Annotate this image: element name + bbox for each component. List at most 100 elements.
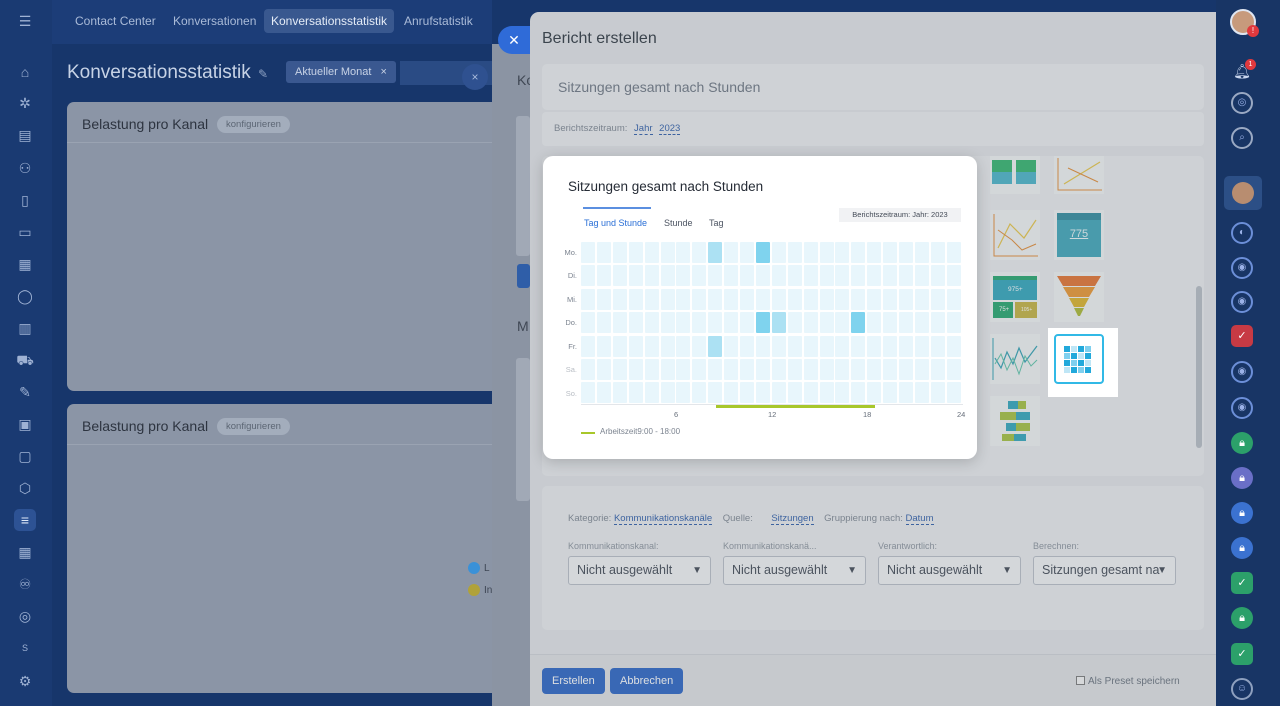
task-chat-icon[interactable]: ✓	[1231, 325, 1253, 347]
edit-pencil-icon[interactable]: ✎	[258, 67, 269, 81]
heat-map-cell[interactable]	[692, 265, 707, 287]
heat-map-cell[interactable]	[692, 242, 707, 263]
heat-map-cell[interactable]	[930, 335, 945, 357]
analytics-icon[interactable]: ▥	[18, 320, 32, 336]
heat-map-cell[interactable]	[835, 242, 850, 263]
heat-map-cell[interactable]	[787, 265, 802, 287]
heat-map-cell[interactable]	[899, 312, 913, 334]
menu-icon[interactable]: ☰	[18, 13, 32, 29]
box-icon[interactable]: ⬡	[18, 480, 32, 496]
cart-icon[interactable]: ⛟	[16, 352, 34, 368]
heat-map-cell[interactable]	[803, 312, 818, 334]
heat-map-cell[interactable]	[835, 265, 850, 287]
heat-map-cell[interactable]	[724, 312, 739, 334]
heat-map-cell[interactable]	[930, 242, 945, 263]
heat-map-cell[interactable]	[867, 335, 882, 357]
heat-map-cell[interactable]	[581, 382, 595, 404]
period-year-link[interactable]: 2023	[659, 123, 681, 135]
chooser-scrollbar[interactable]	[1196, 286, 1202, 448]
heat-map-cell[interactable]	[644, 265, 659, 287]
heat-map-cell[interactable]	[835, 359, 850, 380]
heat-map-cell[interactable]	[755, 335, 770, 357]
heat-map-cell[interactable]	[676, 288, 691, 310]
heat-map-cell[interactable]	[883, 312, 898, 334]
tasks-icon[interactable]: ▤	[18, 127, 32, 143]
line-chart-thumb[interactable]	[990, 210, 1040, 260]
heat-map-cell[interactable]	[581, 335, 595, 357]
heat-map-cell[interactable]	[740, 335, 754, 357]
heat-map-cell[interactable]	[930, 312, 945, 334]
sites-icon[interactable]: ▢	[18, 448, 32, 464]
heat-map-cell[interactable]	[628, 335, 643, 357]
heat-map-cell[interactable]	[899, 359, 913, 380]
lock-icon[interactable]: 🔒︎	[1231, 607, 1253, 629]
heat-map-cell[interactable]	[660, 288, 675, 310]
heat-map-cell[interactable]	[803, 242, 818, 263]
heat-map-cell[interactable]	[708, 242, 723, 263]
cancel-button[interactable]: Abbrechen	[610, 668, 684, 694]
heat-map-cell[interactable]	[914, 288, 929, 310]
heat-map-cell[interactable]	[724, 288, 739, 310]
heat-map-cell[interactable]	[596, 242, 611, 263]
heat-map-cell[interactable]	[899, 265, 913, 287]
pulse-icon[interactable]: ◎	[1231, 92, 1253, 114]
heat-map-cell[interactable]	[819, 242, 834, 263]
heat-map-cell[interactable]	[708, 359, 723, 380]
heat-map-cell[interactable]	[596, 359, 611, 380]
heat-map-cell[interactable]	[692, 335, 707, 357]
funnel-chart-thumb[interactable]	[1054, 272, 1104, 322]
heat-map-cell[interactable]	[946, 335, 961, 357]
heat-map-cell[interactable]	[628, 359, 643, 380]
filter-clear-button[interactable]: ×	[462, 64, 488, 90]
heat-map-cell[interactable]	[692, 359, 707, 380]
heat-map-cell[interactable]	[771, 265, 786, 287]
heat-map-cell[interactable]	[612, 382, 627, 404]
heat-map-cell[interactable]	[724, 359, 739, 380]
heat-map-cell[interactable]	[660, 335, 675, 357]
heat-map-cell[interactable]	[708, 312, 723, 334]
contact-center-icon[interactable]: ≡	[14, 509, 36, 531]
heat-map-cell[interactable]	[660, 265, 675, 287]
heat-map-cell[interactable]	[930, 288, 945, 310]
heat-map-cell[interactable]	[946, 242, 961, 263]
heat-map-cell[interactable]	[914, 265, 929, 287]
heat-map-cell[interactable]	[724, 242, 739, 263]
checkbox-icon[interactable]	[1076, 676, 1085, 685]
heat-map-cell[interactable]	[819, 265, 834, 287]
channel-select[interactable]: Nicht ausgewählt ▼	[568, 556, 711, 585]
heat-map-cell[interactable]	[644, 382, 659, 404]
heat-map-cell[interactable]	[724, 382, 739, 404]
heat-map-cell[interactable]	[835, 382, 850, 404]
heat-map-cell[interactable]	[867, 288, 882, 310]
configure-button[interactable]: konfigurieren	[217, 116, 290, 133]
heat-map-cell[interactable]	[771, 382, 786, 404]
heat-map-cell[interactable]	[914, 359, 929, 380]
heat-map-cell[interactable]	[930, 265, 945, 287]
heat-map-cell[interactable]	[628, 288, 643, 310]
heat-map-cell[interactable]	[851, 288, 866, 310]
configure-button[interactable]: konfigurieren	[217, 418, 290, 435]
heat-map-cell[interactable]	[899, 382, 913, 404]
heat-map-cell[interactable]	[596, 288, 611, 310]
heat-map-cell[interactable]	[851, 335, 866, 357]
heat-map-cell[interactable]	[708, 265, 723, 287]
filter-chip[interactable]: Aktueller Monat ×	[286, 61, 396, 83]
column-chart-thumb[interactable]	[990, 156, 1040, 194]
channel-type-select[interactable]: Nicht ausgewählt ▼	[723, 556, 866, 585]
heat-map-cell[interactable]	[612, 242, 627, 263]
heat-map-cell[interactable]	[819, 288, 834, 310]
heat-map-cell[interactable]	[883, 265, 898, 287]
heat-map-cell[interactable]	[787, 382, 802, 404]
source-link[interactable]: Sitzungen	[771, 513, 814, 525]
heat-map-cell[interactable]	[851, 242, 866, 263]
heat-map-cell[interactable]	[660, 242, 675, 263]
heat-map-cell[interactable]	[867, 265, 882, 287]
report-name-input[interactable]: Sitzungen gesamt nach Stunden	[542, 64, 1204, 110]
tab-konversationen[interactable]: Konversationen	[173, 14, 257, 28]
calendar-icon[interactable]: ▦	[18, 256, 32, 272]
heat-map-cell[interactable]	[803, 288, 818, 310]
target-icon[interactable]: ◎	[18, 608, 32, 624]
channel-icon[interactable]: ◉	[1231, 361, 1253, 383]
feed-icon[interactable]: ✲	[19, 95, 31, 111]
heat-map-cell[interactable]	[708, 382, 723, 404]
